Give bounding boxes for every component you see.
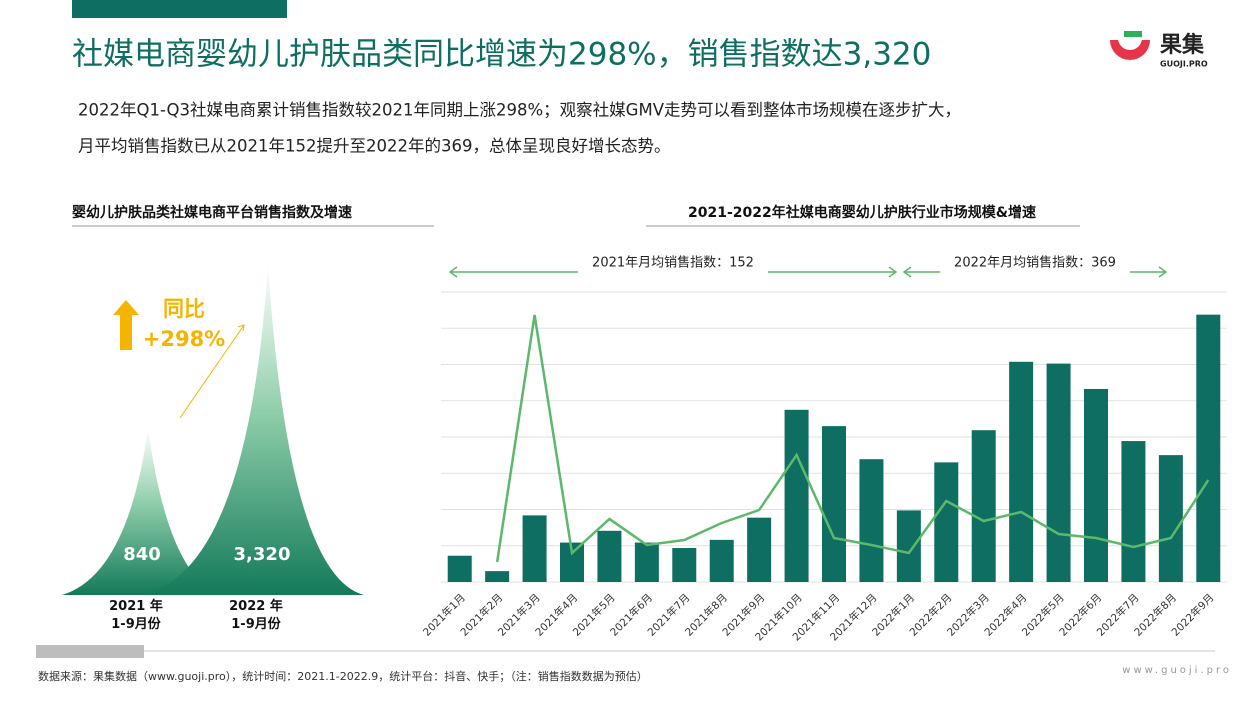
- category-label: 2022 年 1-9月份: [229, 598, 283, 632]
- slide-title: 社媒电商婴幼儿护肤品类同比增速为298%，销售指数达3,320: [72, 37, 931, 73]
- bar: [896, 510, 921, 582]
- logo: 果集 GUOJI.PRO: [1110, 31, 1208, 69]
- line-series: [495, 314, 1210, 563]
- growth-annotation: 同比+298%: [143, 297, 225, 351]
- bar: [597, 530, 622, 582]
- bar: [1121, 441, 1146, 582]
- annotation-bg: [940, 261, 1130, 279]
- value-label: 840: [123, 544, 161, 565]
- bar: [447, 555, 472, 582]
- bar: [709, 539, 734, 582]
- peak: [140, 263, 364, 595]
- value-label: 3,320: [234, 544, 291, 565]
- bar: [859, 459, 884, 582]
- growth-arrow: [179, 324, 245, 419]
- bar: [634, 542, 659, 582]
- chart-title: 婴幼儿护肤品类社媒电商平台销售指数及增速: [72, 204, 352, 221]
- footer-bar: [36, 645, 144, 658]
- arrow-head: [902, 266, 1168, 278]
- bar: [971, 430, 996, 582]
- description-line: 月平均销售指数已从2021年152提升至2022年的369，总体呈现良好增长态势…: [78, 137, 670, 156]
- bar: [934, 462, 959, 582]
- footer-source: 数据来源：果集数据（www.guoji.pro），统计时间：2021.1-202…: [38, 669, 648, 683]
- annotation: 2022年月均销售指数：369: [954, 255, 1116, 271]
- arrow-head: [448, 266, 898, 278]
- bar: [784, 409, 809, 582]
- logo-text: 果集: [1160, 32, 1205, 58]
- chart-title: 2021-2022年社媒电商婴幼儿护肤行业市场规模&增速: [688, 204, 1036, 221]
- bar: [747, 517, 772, 582]
- category-label: 2021 年 1-9月份: [109, 598, 163, 632]
- up-arrow: [113, 300, 139, 350]
- bar: [1046, 363, 1071, 582]
- arrow-head: [237, 324, 245, 332]
- bar: [822, 426, 846, 582]
- peak: [62, 428, 220, 595]
- annotation: 2021年月均销售指数：152: [592, 255, 754, 271]
- bar: [1084, 388, 1108, 582]
- description-line: 2022年Q1-Q3社媒电商累计销售指数较2021年同期上涨298%；观察社媒G…: [78, 101, 961, 120]
- bar: [1196, 314, 1221, 582]
- footer-site: www.guoji.pro: [1122, 665, 1232, 676]
- bar: [485, 571, 510, 582]
- bar: [1158, 455, 1183, 582]
- bar: [1009, 361, 1034, 582]
- top-decoration: [72, 0, 287, 18]
- bar: [522, 515, 547, 582]
- bar: [672, 548, 697, 582]
- annotation-bg: [578, 261, 768, 279]
- logo-subtext: GUOJI.PRO: [1160, 60, 1208, 69]
